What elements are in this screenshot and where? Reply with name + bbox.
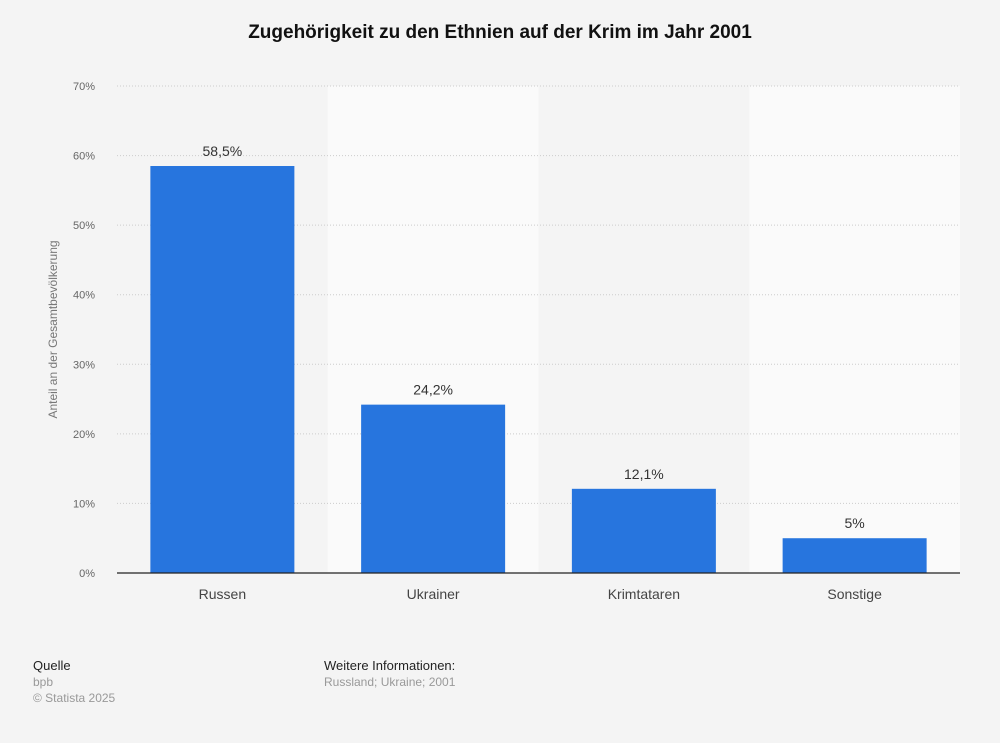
bar (361, 404, 506, 573)
copyright: © Statista 2025 (33, 691, 116, 705)
info-block: Weitere Informationen: Russland; Ukraine… (324, 658, 455, 690)
data-label: 5% (845, 515, 865, 531)
y-tick-label: 70% (73, 81, 95, 93)
y-tick-label: 20% (73, 429, 95, 441)
x-tick-label: Russen (199, 586, 246, 602)
x-tick-label: Sonstige (827, 586, 882, 602)
y-tick-label: 30% (73, 359, 95, 371)
y-tick-label: 40% (73, 290, 95, 302)
y-tick-label: 0% (79, 568, 95, 580)
band (749, 86, 960, 573)
bar (571, 488, 716, 573)
info-text: Russland; Ukraine; 2001 (324, 675, 456, 689)
chart-title: Zugehörigkeit zu den Ethnien auf der Kri… (248, 22, 752, 43)
data-label: 58,5% (203, 143, 243, 159)
y-tick-label: 10% (73, 498, 95, 510)
y-tick-label: 50% (73, 220, 95, 232)
data-label: 12,1% (624, 466, 664, 482)
data-label: 24,2% (413, 382, 453, 398)
bar (150, 166, 295, 573)
y-tick-label: 60% (73, 151, 95, 163)
source-block: Quelle bpb © Statista 2025 (33, 658, 115, 706)
x-tick-label: Ukrainer (407, 586, 460, 602)
source-heading: Quelle (33, 658, 71, 673)
bar (782, 538, 927, 573)
x-tick-label: Krimtataren (608, 586, 680, 602)
source-text: bpb (33, 675, 54, 689)
y-axis-label: Anteil an der Gesamtbevölkerung (46, 240, 60, 418)
info-heading: Weitere Informationen: (324, 658, 456, 673)
